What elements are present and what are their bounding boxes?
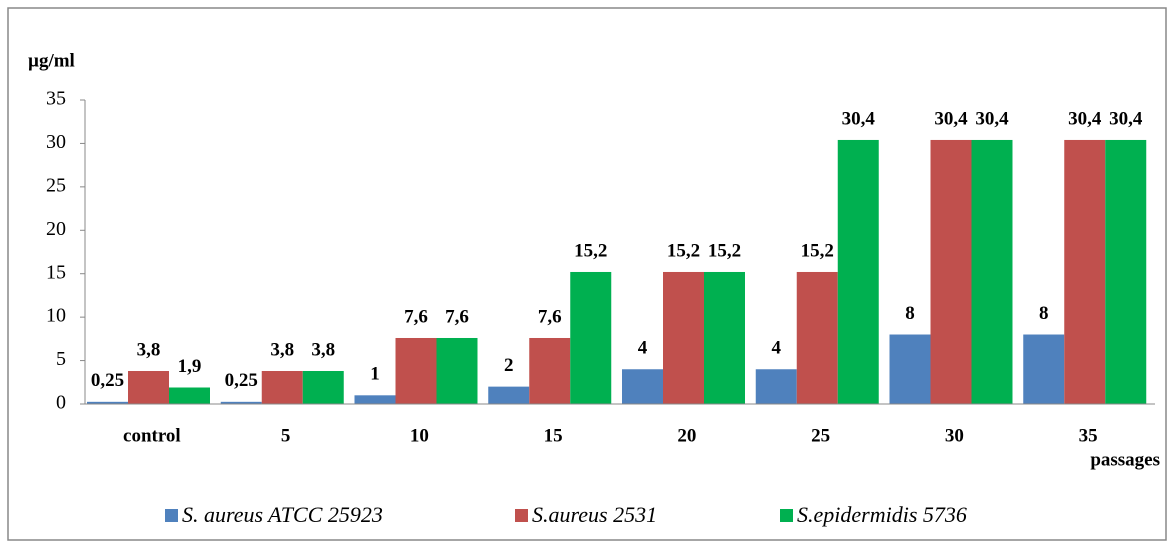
x-tick-label: 30 xyxy=(945,425,964,446)
bar xyxy=(261,370,303,404)
bar xyxy=(87,401,128,404)
x-axis-label: passages xyxy=(1090,449,1160,470)
data-label: 3,8 xyxy=(311,339,335,360)
bar xyxy=(302,370,344,404)
data-label: 8 xyxy=(1039,303,1049,324)
x-tick-label: control xyxy=(123,425,181,446)
bar xyxy=(395,337,437,404)
bar xyxy=(889,334,931,404)
x-tick-label: 5 xyxy=(281,425,291,446)
bar xyxy=(1105,139,1147,404)
data-label: 0,25 xyxy=(225,370,258,391)
data-label: 30,4 xyxy=(934,108,968,129)
bar xyxy=(436,337,478,404)
data-label: 4 xyxy=(638,338,648,359)
data-label: 2 xyxy=(504,355,514,376)
bar xyxy=(570,271,612,404)
data-label: 15,2 xyxy=(574,240,607,261)
legend-label: S.epidermidis 5736 xyxy=(797,502,967,527)
bar xyxy=(128,370,169,404)
data-label: 15,2 xyxy=(667,240,700,261)
data-label: 7,6 xyxy=(538,306,562,327)
bar xyxy=(755,369,797,404)
bar xyxy=(971,139,1013,404)
data-label: 3,8 xyxy=(270,339,294,360)
bar xyxy=(354,395,396,404)
bar xyxy=(930,139,972,404)
data-label: 15,2 xyxy=(801,240,834,261)
x-tick-label: 20 xyxy=(677,425,696,446)
data-label: 0,25 xyxy=(91,370,124,391)
bar xyxy=(622,369,663,404)
y-tick-label: 25 xyxy=(46,174,66,196)
y-axis-label: µg/ml xyxy=(28,50,75,71)
data-label: 30,4 xyxy=(842,108,876,129)
y-tick-label: 0 xyxy=(56,392,66,414)
data-label: 1,9 xyxy=(178,356,202,377)
x-tick-label: 35 xyxy=(1079,425,1098,446)
data-label: 30,4 xyxy=(975,108,1009,129)
data-label: 7,6 xyxy=(445,306,469,327)
bar xyxy=(704,271,745,404)
data-label: 8 xyxy=(905,303,915,324)
data-label: 30,4 xyxy=(1068,108,1102,129)
bar xyxy=(796,271,838,404)
bar xyxy=(1023,334,1065,404)
bar xyxy=(1064,139,1106,404)
data-label: 4 xyxy=(772,338,782,359)
bar xyxy=(169,387,210,404)
legend-swatch xyxy=(515,509,528,522)
y-tick-label: 15 xyxy=(46,261,66,283)
x-tick-label: 10 xyxy=(410,425,429,446)
data-label: 3,8 xyxy=(137,339,161,360)
y-tick-label: 10 xyxy=(46,305,66,327)
x-tick-label: 15 xyxy=(544,425,563,446)
legend-label: S. aureus ATCC 25923 xyxy=(182,502,383,527)
y-tick-label: 20 xyxy=(46,218,66,240)
data-label: 1 xyxy=(370,364,380,385)
data-label: 30,4 xyxy=(1109,108,1143,129)
y-tick-label: 35 xyxy=(46,88,66,110)
data-label: 7,6 xyxy=(404,306,428,327)
x-tick-label: 25 xyxy=(811,425,830,446)
legend-swatch xyxy=(165,509,178,522)
y-tick-label: 5 xyxy=(56,348,66,370)
bar xyxy=(220,401,262,404)
bar xyxy=(663,271,704,404)
bar xyxy=(529,337,571,404)
bar xyxy=(837,139,879,404)
data-label: 15,2 xyxy=(708,240,741,261)
legend-label: S.aureus 2531 xyxy=(532,502,657,527)
legend-swatch xyxy=(780,509,793,522)
y-tick-label: 30 xyxy=(46,131,66,153)
bar xyxy=(488,386,530,404)
